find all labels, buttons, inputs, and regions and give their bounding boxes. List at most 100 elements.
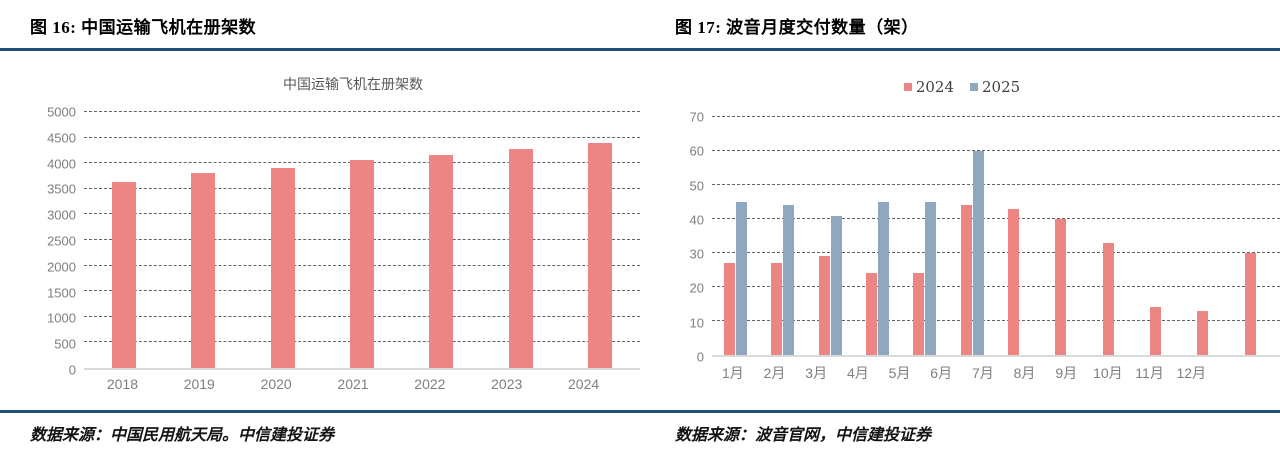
y-tick-label: 0 <box>696 349 704 365</box>
legend-swatch-icon <box>903 83 912 91</box>
bar-group-8月 <box>1055 117 1078 355</box>
y-tick-label: 30 <box>689 246 704 262</box>
bar-group-5月 <box>913 117 937 355</box>
china-fleet-bar-chart: 中国运输飞机在册架数 0 500 1000 1500 2000 2500 3000 3500 4… <box>0 52 640 392</box>
x-tick-label: 2019 <box>183 376 215 392</box>
gridline <box>712 184 1280 185</box>
bar-2024-9月 <box>1102 242 1114 355</box>
bar-group-12月 <box>1244 117 1268 355</box>
bar-2018 <box>111 181 136 368</box>
bar-2020 <box>270 168 295 368</box>
x-tick-label: 5月 <box>888 365 911 381</box>
x-axis: 1月 2月 3月 4月 5月 6月 7月 8月 9月 10月 11月 12月 <box>712 363 1212 383</box>
legend-label: 2025 <box>982 78 1021 96</box>
bar-2024-4月 <box>866 273 878 355</box>
bars-row <box>84 112 640 368</box>
chart-title: 中国运输飞机在册架数 <box>283 77 423 93</box>
bar-group-2019 <box>191 112 216 368</box>
bar-2025-6月 <box>972 151 984 355</box>
y-tick-label: 1000 <box>47 310 76 326</box>
legend-item-2025: 2025 <box>970 78 1020 96</box>
bar-2024-5月 <box>913 273 925 355</box>
bar-group-3月 <box>818 117 842 355</box>
bar-2024-1月 <box>724 263 736 355</box>
bar-group-2月 <box>771 117 795 355</box>
plot-wrap: 0 10 20 30 40 50 60 70 <box>680 110 1280 365</box>
bar-group-4月 <box>866 117 890 355</box>
bar-group-7月 <box>1008 117 1031 355</box>
x-tick-label: 3月 <box>805 365 828 381</box>
chart-legend: 2024 2025 <box>712 78 1212 96</box>
bar-2023 <box>508 149 533 368</box>
legend-label: 2024 <box>915 78 954 96</box>
gridline <box>712 252 1280 253</box>
bar-group-2018 <box>111 112 136 368</box>
y-tick-label: 20 <box>689 280 704 296</box>
bar-2024-11月 <box>1197 310 1209 355</box>
plot-area <box>84 111 640 370</box>
x-tick-label: 2020 <box>260 376 292 392</box>
bar-group-6月 <box>960 117 984 355</box>
gridline <box>84 111 640 112</box>
gridline <box>84 136 640 138</box>
y-tick-label: 4500 <box>47 130 76 146</box>
bar-2025-4月 <box>878 202 890 355</box>
bar-2024-8月 <box>1055 219 1067 355</box>
y-tick-label: 60 <box>689 143 704 159</box>
bar-group-2020 <box>270 112 295 368</box>
bar-group-2023 <box>508 112 533 368</box>
y-tick-label: 1500 <box>47 285 76 301</box>
y-axis: 0 500 1000 1500 2000 2500 3000 3500 4000 4500 5000 <box>42 105 84 378</box>
y-tick-label: 3500 <box>47 181 76 197</box>
x-tick-label: 2021 <box>337 376 369 392</box>
charts-row: 中国运输飞机在册架数 0 500 1000 1500 2000 2500 3000 3500 4… <box>0 52 1280 392</box>
bar-group-2022 <box>429 112 454 368</box>
bar-group-1月 <box>724 117 748 355</box>
figure16-source: 数据来源：中国民用航天局。中信建投证券 <box>30 427 335 444</box>
x-tick-label: 4月 <box>846 365 869 381</box>
bar-2024-7月 <box>1008 208 1020 355</box>
y-tick-label: 10 <box>689 315 704 331</box>
bar-2024 <box>588 143 613 368</box>
gridline <box>712 286 1280 287</box>
bar-group-10月 <box>1150 117 1173 355</box>
y-tick-label: 70 <box>689 109 704 125</box>
x-tick-label: 2月 <box>763 365 786 381</box>
bar-group-9月 <box>1102 117 1126 355</box>
bar-2025-5月 <box>925 202 937 355</box>
x-tick-label: 11月 <box>1135 365 1164 381</box>
y-tick-label: 40 <box>689 212 704 228</box>
y-tick-label: 5000 <box>47 104 76 120</box>
bar-2024-10月 <box>1150 307 1162 355</box>
y-tick-label: 2500 <box>47 233 76 249</box>
bar-2024-3月 <box>818 256 830 355</box>
y-tick-label: 4000 <box>47 156 76 172</box>
x-tick-label: 8月 <box>1013 365 1036 381</box>
captions-row: 图 16: 中国运输飞机在册架数 图 17: 波音月度交付数量（架） <box>0 0 1280 38</box>
bar-2024-2月 <box>771 263 783 355</box>
bar-2024-6月 <box>960 205 972 355</box>
gridline <box>712 218 1280 219</box>
footer-divider-line <box>0 410 1280 413</box>
bar-2025-1月 <box>736 202 748 355</box>
y-tick-label: 3000 <box>47 207 76 223</box>
y-axis: 0 10 20 30 40 50 60 70 <box>680 110 712 365</box>
bar-group-11月 <box>1197 117 1220 355</box>
bar-group-2024 <box>588 112 613 368</box>
x-tick-label: 2022 <box>414 376 446 392</box>
x-tick-label: 12月 <box>1176 365 1207 381</box>
y-tick-label: 500 <box>54 336 76 352</box>
y-tick-label: 2000 <box>47 259 76 275</box>
bar-2019 <box>191 172 216 368</box>
bar-2025-2月 <box>783 205 795 355</box>
legend-item-2024: 2024 <box>903 78 954 96</box>
x-tick-label: 2018 <box>106 376 138 392</box>
bar-2025-3月 <box>830 215 842 355</box>
figure16-caption: 图 16: 中国运输飞机在册架数 <box>30 18 257 37</box>
bar-group-2021 <box>349 112 374 368</box>
y-tick-label: 0 <box>68 362 76 378</box>
boeing-deliveries-bar-chart: 2024 2025 0 10 20 30 40 50 60 70 1月 2月 3月 4月 5月 6月 7月 8… <box>640 52 1280 392</box>
x-tick-label: 7月 <box>971 365 994 381</box>
x-axis: 2018 2019 2020 2021 2022 2023 2024 <box>84 376 622 392</box>
